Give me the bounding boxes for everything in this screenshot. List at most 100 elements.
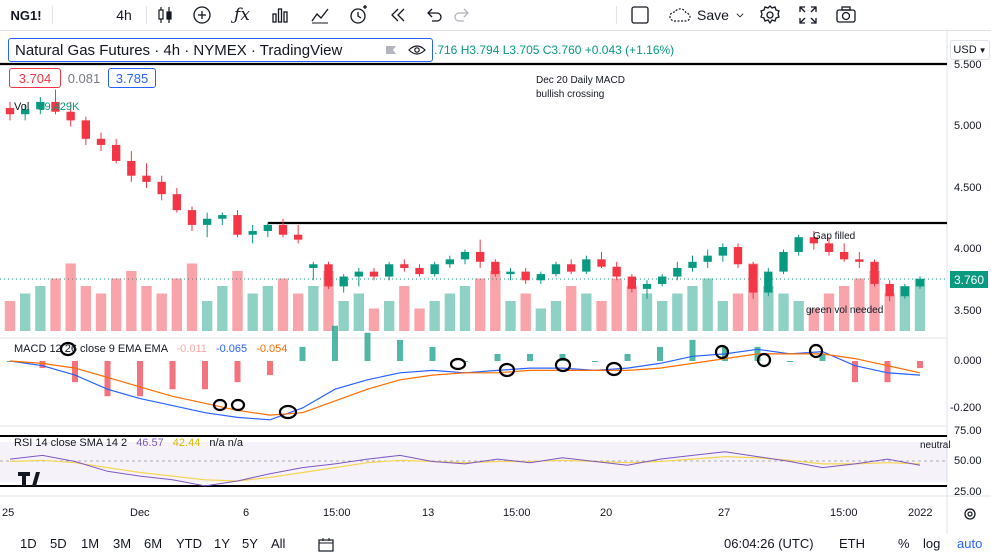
candle-body: [839, 251, 849, 260]
volume-bar: [217, 286, 228, 331]
volume-bar: [732, 293, 744, 331]
candle-body: [748, 264, 758, 293]
auto-toggle[interactable]: auto: [957, 536, 983, 551]
currency-button[interactable]: USD ▼: [950, 40, 990, 60]
drawn-circle[interactable]: [756, 352, 772, 368]
candle-body: [81, 120, 91, 139]
fx-icon: ƒx: [234, 5, 250, 25]
range-ytd[interactable]: YTD: [176, 536, 202, 551]
drawn-circle[interactable]: [212, 398, 228, 412]
macd-histogram-bar: [72, 361, 78, 383]
macd-histogram-bar: [202, 361, 208, 390]
percent-toggle[interactable]: %: [898, 536, 910, 551]
volume-bar: [171, 278, 183, 331]
ohlc-readout: .716 H3.794 L3.705 C3.760 +0.043 (+1.16%…: [434, 43, 675, 57]
drawn-circle[interactable]: [554, 357, 572, 373]
axis-settings-icon[interactable]: [964, 508, 976, 520]
drawn-circle[interactable]: [714, 344, 730, 360]
undo-button[interactable]: [420, 0, 448, 30]
volume-bar: [65, 263, 76, 331]
drawn-circles[interactable]: [59, 341, 824, 420]
range-1d[interactable]: 1D: [20, 536, 37, 551]
candle-body: [36, 101, 45, 110]
candle-body: [111, 144, 121, 161]
candle-body: [642, 283, 652, 289]
range-5d[interactable]: 5D: [50, 536, 67, 551]
macd-signal-line: [9, 353, 921, 416]
note-neutral[interactable]: neutral: [920, 440, 951, 451]
drawn-circle[interactable]: [59, 341, 77, 357]
symbol-search-button[interactable]: NG1!: [0, 0, 52, 30]
candle-body: [809, 237, 819, 244]
rsi-na: n/a n/a: [209, 437, 244, 449]
range-6m[interactable]: 6M: [144, 536, 163, 551]
macd-histogram-bar: [397, 339, 403, 361]
alert-button[interactable]: [344, 0, 372, 30]
redo-icon: [454, 8, 469, 22]
divider: [52, 6, 53, 24]
session-button[interactable]: ETH: [839, 536, 865, 551]
redo-button[interactable]: [448, 0, 476, 30]
range-1m[interactable]: 1M: [81, 536, 100, 551]
drawn-circle[interactable]: [605, 361, 623, 377]
settings-button[interactable]: [756, 0, 784, 30]
goto-date-icon[interactable]: [318, 537, 334, 552]
time-tick: 25: [2, 507, 15, 519]
range-3m[interactable]: 3M: [113, 536, 132, 551]
last-price-label: 3.760: [950, 271, 988, 288]
drawn-circle[interactable]: [230, 398, 246, 412]
candles-button[interactable]: [151, 0, 179, 30]
volume-bar: [201, 301, 213, 331]
replay-button[interactable]: [384, 0, 412, 30]
candle-body: [430, 264, 439, 275]
note-gap-filled[interactable]: Gap filled: [813, 231, 856, 242]
candle-body: [566, 264, 576, 272]
flag-icon[interactable]: [384, 44, 398, 56]
rsi-legend[interactable]: RSI 14 close SMA 14 2 46.57 42.44 n/a n/…: [14, 437, 243, 449]
candle-body: [293, 234, 303, 240]
volume-legend[interactable]: Vol 19.429K: [14, 101, 79, 113]
snapshot-button[interactable]: [832, 0, 860, 30]
interval-button[interactable]: 4h: [108, 0, 140, 30]
range-all[interactable]: All: [271, 536, 286, 551]
rsi-sma-value: 42.44: [172, 437, 201, 449]
bid-price[interactable]: 3.704: [9, 68, 61, 88]
ask-price[interactable]: 3.785: [108, 68, 156, 88]
note-macd-line1[interactable]: Dec 20 Daily MACD: [536, 75, 625, 86]
fx-button[interactable]: ƒx: [228, 0, 256, 30]
log-toggle[interactable]: log: [923, 536, 941, 551]
drawn-circle[interactable]: [278, 404, 298, 420]
fullscreen-button[interactable]: [794, 0, 822, 30]
rsi-tick: 25.00: [954, 486, 982, 498]
symbol-legend[interactable]: Natural Gas Futures · 4h · NYMEX · Tradi…: [8, 38, 433, 62]
candle-body: [824, 243, 834, 252]
drawn-circle[interactable]: [449, 357, 467, 371]
clock[interactable]: 06:04:26 (UTC): [724, 536, 814, 551]
compare-button[interactable]: [306, 0, 334, 30]
range-1y[interactable]: 1Y: [214, 536, 230, 551]
save-label: Save: [697, 7, 729, 23]
candle-body: [855, 259, 864, 262]
rsi-value: 46.57: [136, 437, 164, 449]
eye-icon[interactable]: [408, 44, 426, 56]
time-tick: 6: [243, 507, 250, 519]
candle-body: [900, 286, 910, 297]
candle-body: [733, 247, 743, 265]
add-indicator-button[interactable]: [188, 0, 216, 30]
note-macd-line2[interactable]: bullish crossing: [536, 89, 605, 100]
time-tick: Dec: [130, 507, 150, 519]
layout-button[interactable]: [626, 0, 654, 30]
drawn-circle[interactable]: [808, 343, 824, 359]
range-5y[interactable]: 5Y: [242, 536, 258, 551]
macd-legend[interactable]: MACD 12 26 close 9 EMA EMA -0.011 -0.065…: [14, 343, 287, 355]
drawn-circle[interactable]: [498, 362, 516, 378]
macd-label: MACD 12 26 close 9 EMA EMA: [14, 343, 168, 355]
chevron-down-icon: [736, 13, 744, 18]
candle-body: [278, 224, 288, 235]
note-green-vol[interactable]: green vol needed: [806, 305, 884, 316]
bars-button[interactable]: [266, 0, 294, 30]
save-button[interactable]: Save: [664, 0, 750, 30]
candle-body: [66, 111, 75, 121]
candle-body: [460, 251, 470, 260]
